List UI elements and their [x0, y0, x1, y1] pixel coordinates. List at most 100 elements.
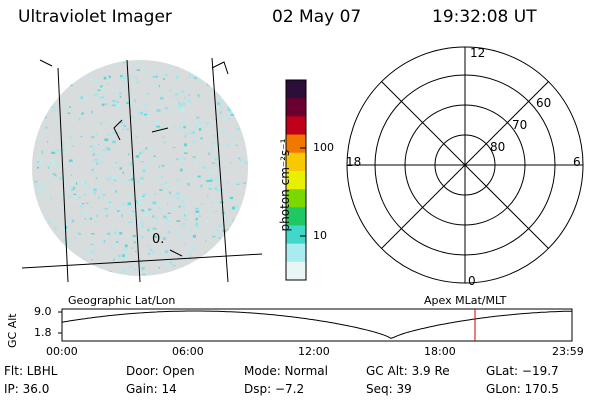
emission-speckle — [36, 166, 39, 169]
emission-speckle — [212, 235, 216, 238]
time-tick-label: 00:00 — [46, 345, 78, 358]
emission-speckle — [116, 132, 121, 134]
emission-speckle — [151, 65, 156, 68]
emission-speckle — [225, 144, 230, 147]
colorbar-frame — [285, 79, 307, 281]
emission-speckle — [173, 109, 175, 113]
parallel-line — [21, 253, 263, 269]
emission-speckle — [86, 186, 90, 189]
emission-speckle — [159, 126, 162, 130]
emission-speckle — [168, 231, 171, 234]
emission-speckle — [73, 193, 77, 196]
emission-speckle — [113, 247, 116, 250]
emission-speckle — [81, 180, 84, 184]
emission-speckle — [65, 244, 69, 247]
colorbar-segment — [286, 189, 306, 208]
emission-speckle — [125, 258, 128, 261]
emission-speckle — [113, 64, 117, 66]
emission-speckle — [152, 201, 157, 205]
emission-speckle — [143, 193, 147, 196]
time-tick-label: 06:00 — [172, 345, 204, 358]
emission-speckle — [78, 233, 82, 235]
emission-speckle — [95, 133, 98, 136]
emission-speckle — [67, 112, 71, 114]
emission-speckle — [120, 75, 123, 77]
emission-speckle — [192, 77, 197, 79]
emission-speckle — [195, 210, 200, 213]
emission-speckle — [152, 227, 157, 230]
emission-speckle — [97, 153, 99, 156]
emission-speckle — [131, 115, 135, 118]
emission-speckle — [194, 161, 198, 164]
emission-speckle — [206, 219, 208, 223]
emission-speckle — [111, 131, 116, 134]
emission-speckle — [226, 107, 231, 110]
emission-speckle — [103, 76, 107, 80]
app-title: Ultraviolet Imager — [18, 7, 172, 27]
emission-speckle — [192, 156, 196, 158]
emission-speckle — [210, 153, 212, 155]
info-door: Door: Open — [126, 364, 195, 378]
emission-speckle — [193, 206, 196, 208]
emission-speckle — [135, 200, 138, 204]
emission-speckle — [77, 232, 80, 234]
emission-speckle — [99, 190, 103, 193]
emission-speckle — [180, 225, 183, 229]
emission-speckle — [129, 266, 133, 268]
emission-speckle — [159, 97, 164, 100]
emission-speckle — [140, 222, 144, 224]
emission-speckle — [109, 124, 112, 127]
info-seq: Seq: 39 — [366, 382, 412, 396]
emission-speckle — [183, 214, 186, 217]
emission-speckle — [96, 214, 98, 218]
emission-speckle — [128, 153, 130, 156]
emission-speckle — [41, 187, 45, 190]
emission-speckle — [135, 107, 137, 109]
emission-speckle — [119, 91, 121, 95]
emission-speckle — [136, 69, 140, 71]
emission-speckle — [206, 122, 209, 125]
emission-speckle — [146, 228, 151, 230]
emission-speckle — [157, 73, 160, 76]
emission-speckle — [176, 197, 180, 200]
emission-speckle — [68, 195, 72, 198]
emission-speckle — [204, 251, 207, 254]
emission-speckle — [169, 178, 173, 181]
emission-speckle — [80, 199, 83, 201]
emission-speckle — [169, 191, 171, 195]
emission-speckle — [131, 247, 135, 249]
emission-speckle — [150, 147, 155, 150]
emission-speckle — [115, 105, 120, 108]
polar-diagonal — [381, 81, 549, 249]
emission-speckle — [156, 222, 159, 225]
emission-speckle — [35, 159, 39, 162]
emission-speckle — [146, 226, 148, 228]
emission-speckle — [61, 148, 65, 152]
emission-speckle — [116, 101, 119, 103]
time-tick-label: 23:59 — [552, 345, 584, 358]
emission-speckle — [183, 126, 186, 129]
emission-speckle — [90, 233, 95, 235]
emission-speckle — [70, 187, 74, 190]
emission-speckle — [184, 184, 188, 187]
emission-speckle — [72, 187, 75, 190]
emission-speckle — [110, 245, 113, 248]
emission-speckle — [156, 109, 161, 112]
emission-speckle — [143, 165, 146, 168]
emission-speckle — [188, 74, 191, 78]
emission-speckle — [68, 159, 73, 162]
emission-speckle — [166, 116, 169, 118]
emission-speckle — [170, 260, 172, 264]
emission-speckle — [114, 179, 116, 182]
emission-speckle — [106, 188, 108, 191]
emission-speckle — [236, 128, 240, 131]
emission-speckle — [172, 201, 176, 203]
emission-speckle — [160, 236, 163, 238]
emission-speckle — [34, 180, 38, 183]
emission-speckle — [184, 96, 186, 99]
emission-speckle — [150, 121, 153, 123]
meridian-line — [211, 57, 229, 283]
emission-speckle — [128, 179, 132, 181]
emission-speckle — [208, 177, 213, 181]
emission-speckle — [186, 175, 189, 179]
